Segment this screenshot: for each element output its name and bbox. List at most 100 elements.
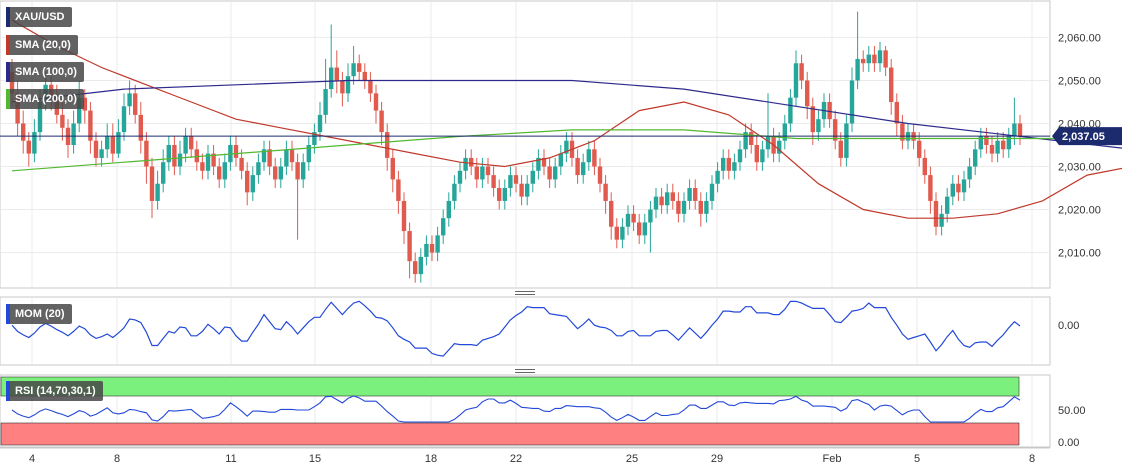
- candle-body: [334, 67, 339, 81]
- candle-body: [866, 54, 871, 64]
- candle-body: [278, 166, 283, 180]
- candle-body: [805, 80, 810, 107]
- candle-body: [261, 149, 267, 163]
- candle-body: [144, 140, 149, 167]
- sma100-swatch: [6, 62, 10, 82]
- candle-body: [239, 157, 244, 171]
- candle-body: [429, 243, 435, 253]
- rsi-overbought-band: [0, 376, 1020, 397]
- legend-sma20[interactable]: SMA (20,0): [6, 35, 78, 55]
- candle-body: [737, 149, 743, 163]
- candle-body: [32, 132, 37, 154]
- candle-body: [620, 226, 625, 240]
- candle-body: [149, 166, 155, 201]
- candle-body: [536, 157, 541, 171]
- candle-body: [340, 80, 345, 94]
- candle-body: [233, 145, 239, 158]
- legend-sma200[interactable]: SMA (200,0): [6, 89, 84, 109]
- candle-body: [93, 140, 99, 158]
- candle-body: [715, 170, 720, 184]
- candle-body: [424, 243, 429, 257]
- candle-body: [497, 188, 502, 201]
- candle-body: [110, 136, 115, 154]
- candle-body: [609, 200, 614, 227]
- sma200-line: [11, 129, 1122, 172]
- x-tick-label: 25: [626, 453, 638, 465]
- candle-body: [950, 183, 955, 197]
- candle-body: [844, 123, 849, 158]
- candle-body: [345, 76, 351, 94]
- candle-body: [457, 170, 463, 184]
- candle-body: [665, 192, 670, 206]
- candle-body: [121, 106, 127, 133]
- candle-body: [289, 149, 295, 163]
- last-price-badge: [1052, 127, 1122, 146]
- candle-body: [889, 67, 894, 102]
- legend-symbol[interactable]: XAU/USD: [6, 7, 72, 27]
- candle-body: [973, 149, 978, 167]
- candle-body: [317, 114, 323, 133]
- price-tick-label: 2,020.00: [1058, 205, 1101, 217]
- candle-body: [99, 149, 104, 158]
- candle-body: [603, 183, 608, 201]
- candle-body: [525, 183, 530, 197]
- candle-body: [441, 218, 446, 236]
- legend-mom[interactable]: MOM (20): [6, 304, 72, 324]
- candle-body: [418, 256, 423, 275]
- candle-body: [138, 114, 143, 141]
- candle-body: [978, 136, 983, 150]
- candle-body: [222, 162, 227, 180]
- candle-body: [469, 157, 474, 167]
- candle-body: [161, 162, 166, 184]
- x-tick-label: 22: [510, 453, 522, 465]
- candle-body: [1001, 140, 1006, 150]
- x-tick-label: 18: [425, 453, 437, 465]
- candle-body: [379, 110, 384, 133]
- candle-body: [625, 213, 631, 227]
- candle-body: [26, 140, 31, 154]
- sma200-label: SMA (200,0): [15, 93, 77, 105]
- candle-body: [217, 166, 222, 180]
- legend-sma100[interactable]: SMA (100,0): [6, 62, 84, 82]
- rsi-line: [11, 395, 1021, 423]
- candle-body: [155, 183, 160, 201]
- candle-body: [754, 145, 759, 163]
- candle-body: [368, 80, 373, 94]
- candle-body: [463, 157, 468, 171]
- candle-body: [877, 50, 883, 64]
- candle-body: [581, 162, 586, 176]
- candle-body: [306, 145, 311, 163]
- candle-body: [592, 149, 597, 167]
- candle-body: [945, 196, 950, 214]
- candle-body: [250, 175, 255, 193]
- candle-body: [211, 153, 216, 167]
- candle-body: [564, 140, 569, 154]
- rsi-label: RSI (14,70,30,1): [15, 385, 96, 397]
- candle-body: [1012, 123, 1017, 137]
- candle-body: [519, 183, 524, 197]
- candle-body: [883, 50, 888, 68]
- candle-body: [166, 145, 171, 163]
- candle-body: [396, 179, 401, 201]
- candle-body: [984, 136, 989, 145]
- candle-body: [323, 89, 328, 115]
- legend-rsi[interactable]: RSI (14,70,30,1): [6, 381, 103, 401]
- candle-body: [933, 200, 939, 227]
- sma20-line: [11, 19, 1122, 219]
- candle-body: [373, 93, 379, 111]
- candle-body: [245, 170, 250, 193]
- candle-body: [60, 114, 65, 128]
- price-tick-label: 2,060.00: [1058, 32, 1101, 44]
- candle-body: [782, 123, 787, 141]
- candle-body: [648, 209, 653, 223]
- rsi-tick-label-50: 50.00: [1058, 405, 1086, 417]
- candle-body: [71, 123, 76, 145]
- candle-body: [709, 183, 715, 201]
- x-tick-label: 4: [29, 453, 35, 465]
- candle-body: [172, 145, 177, 167]
- candle-body: [749, 132, 754, 145]
- candle-body: [833, 119, 838, 141]
- price-tick-label: 2,010.00: [1058, 248, 1101, 260]
- candle-body: [732, 162, 737, 171]
